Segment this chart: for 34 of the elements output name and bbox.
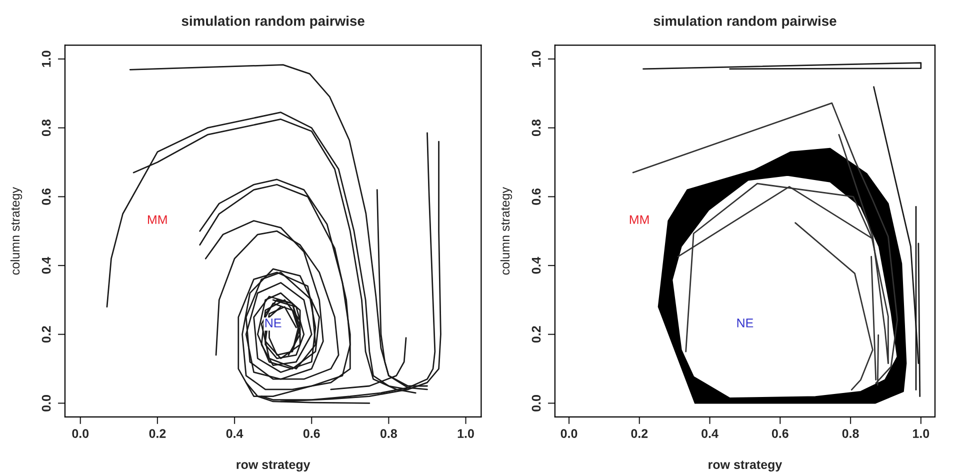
y-tick-label: 0.0: [532, 395, 541, 412]
x-tick-label: 1.0: [913, 429, 930, 438]
x-axis-title: row strategy: [236, 460, 310, 472]
x-tick-label: 0.2: [149, 429, 166, 438]
chart-title: simulation random pairwise: [182, 16, 364, 29]
y-tick-label: 0.6: [42, 188, 51, 205]
x-tick-label: 0.0: [560, 429, 578, 438]
x-tick-label: 0.2: [631, 429, 648, 438]
x-tick-label: 0.6: [772, 429, 788, 438]
y-tick-label: 0.4: [532, 256, 541, 274]
y-tick-label: 0.8: [42, 120, 51, 136]
y-tick-label: 0.2: [532, 326, 541, 343]
y-tick-label: 1.0: [42, 50, 51, 67]
annotation: MM: [148, 215, 167, 224]
x-tick-label: 0.4: [226, 429, 244, 438]
annotation: NE: [737, 318, 754, 328]
x-tick-label: 0.0: [72, 429, 89, 438]
x-tick-label: 0.8: [842, 429, 859, 438]
y-tick-label: 0.6: [532, 188, 541, 205]
y-tick-label: 0.8: [532, 120, 541, 136]
y-tick-label: 1.0: [532, 50, 541, 67]
x-tick-label: 0.4: [702, 429, 718, 438]
y-axis-title: column strategy: [500, 187, 512, 275]
y-axis-title: column strategy: [10, 187, 22, 275]
x-tick-label: 1.0: [458, 429, 474, 438]
x-axis-title: row strategy: [708, 460, 782, 472]
x-tick-label: 0.6: [303, 429, 320, 438]
y-tick-label: 0.4: [42, 256, 51, 274]
y-tick-label: 0.2: [42, 326, 51, 343]
x-tick-label: 0.8: [380, 429, 397, 438]
chart-title: simulation random pairwise: [654, 16, 836, 29]
annotation: MM: [630, 215, 649, 224]
annotation: NE: [265, 318, 282, 328]
y-tick-label: 0.0: [42, 395, 51, 412]
